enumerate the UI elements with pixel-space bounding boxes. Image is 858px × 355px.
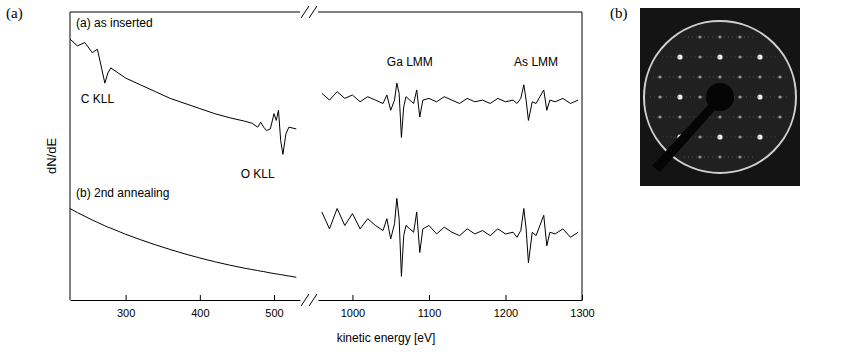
gun-holder: [652, 103, 716, 172]
x-tick: 300: [117, 295, 135, 319]
x-tick-mark: [274, 295, 275, 300]
x-tick-label: 300: [117, 307, 135, 319]
y-axis-title: dN/dE: [44, 138, 59, 174]
segment-1: 1000 1100 1200 1300 Ga LMM As LMM: [318, 12, 595, 319]
x-tick-label: 500: [265, 307, 283, 319]
x-tick-mark: [126, 295, 127, 300]
x-tick: 500: [265, 295, 283, 319]
streak: [684, 157, 756, 158]
segment-0: 300 400 500 (a) as inserted (b) 2nd annealin…: [70, 12, 301, 319]
spectrum-line: [322, 83, 578, 137]
annotation: Ga LMM: [387, 55, 433, 69]
x-axis: 300 400 500: [71, 295, 301, 319]
diffraction-spot: [757, 54, 762, 59]
axis-break: [301, 6, 309, 18]
curves: [70, 39, 296, 277]
streak: [684, 37, 756, 38]
x-tick: 1100: [418, 295, 442, 319]
axis-break: [309, 294, 317, 306]
diffraction-spot: [717, 54, 722, 59]
x-tick-mark: [352, 295, 353, 300]
diffraction-spot: [757, 134, 762, 139]
x-tick-label: 1300: [570, 307, 594, 319]
x-tick-mark: [505, 295, 506, 300]
spectrum-line: [70, 209, 296, 278]
x-tick-label: 1000: [341, 307, 365, 319]
x-axis-line: [71, 300, 301, 301]
series-label: (b) 2nd annealing: [76, 186, 169, 200]
streak: [653, 77, 787, 78]
panel-label: (a): [6, 5, 23, 22]
diffraction-spot: [677, 54, 682, 59]
axis-break: [301, 294, 309, 306]
y-axis-line: [70, 12, 71, 300]
frame-top: [70, 12, 300, 13]
x-tick-mark: [200, 295, 201, 300]
annotation: As LMM: [514, 55, 558, 69]
x-tick: 400: [191, 295, 209, 319]
panel-label: (b): [610, 5, 628, 22]
streak: [653, 117, 787, 118]
diffraction-spot: [717, 134, 722, 139]
spectrum-line: [322, 198, 578, 276]
curves: [322, 83, 578, 276]
x-tick-label: 1200: [494, 307, 518, 319]
leed-photo: [640, 8, 800, 186]
x-axis-line: [319, 300, 583, 301]
x-tick: 1200: [494, 295, 518, 319]
x-tick-label: 400: [191, 307, 209, 319]
axis-break: [309, 6, 317, 18]
series-label: (a) as inserted: [76, 16, 153, 30]
annotation: O KLL: [241, 167, 275, 181]
x-tick: 1000: [341, 295, 365, 319]
photo-background: [640, 8, 800, 186]
streak: [663, 57, 778, 58]
x-tick-label: 1100: [418, 307, 442, 319]
frame-top: [318, 12, 582, 13]
x-axis: 1000 1100 1200 1300: [319, 295, 595, 319]
frame-right: [582, 12, 583, 300]
screen-ring: [644, 21, 796, 173]
annotation: C KLL: [81, 92, 115, 106]
x-axis-title: kinetic energy [eV]: [337, 331, 436, 345]
spectrum-line: [70, 39, 296, 154]
x-tick-mark: [429, 295, 430, 300]
